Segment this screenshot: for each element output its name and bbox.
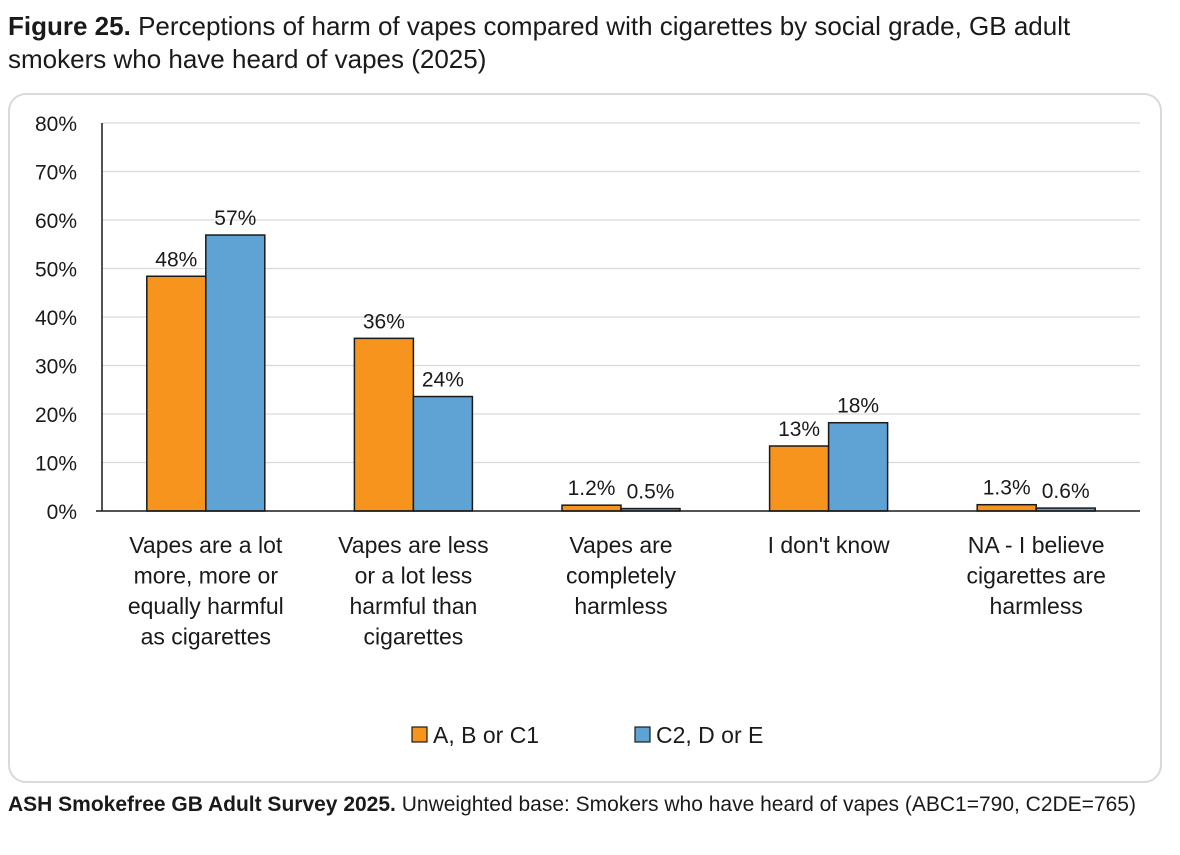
bar	[561, 504, 622, 512]
bar	[827, 421, 889, 512]
data-label: 48%	[155, 248, 197, 271]
legend-label: A, B or C1	[433, 722, 539, 748]
y-tick-label: 20%	[35, 404, 77, 427]
data-label: 24%	[422, 369, 464, 392]
y-tick-label: 80%	[35, 113, 77, 136]
source-text: Unweighted base: Smokers who have heard …	[401, 793, 1136, 816]
y-tick-label: 40%	[35, 307, 77, 330]
legend-swatch	[634, 726, 651, 743]
x-category-label: Vapes are	[569, 532, 672, 558]
x-category-label: cigarettes are	[967, 563, 1106, 589]
legend-swatch	[411, 726, 428, 743]
x-category-label: or a lot less	[355, 563, 473, 589]
y-tick-label: 60%	[35, 210, 77, 233]
data-label: 36%	[363, 310, 405, 333]
x-category-label: equally harmful	[128, 593, 284, 619]
figure-label: Figure 25.	[8, 11, 131, 41]
x-category-label: Vapes are a lot	[129, 532, 283, 558]
figure-title: Figure 25. Perceptions of harm of vapes …	[8, 10, 1168, 76]
x-category-label: more, more or	[134, 563, 279, 589]
legend-label: C2, D or E	[656, 722, 763, 748]
x-category-label: Vapes are less	[338, 532, 488, 558]
bar	[205, 234, 266, 512]
bar	[146, 275, 207, 512]
x-category-label: harmless	[574, 593, 667, 619]
y-tick-label: 0%	[47, 501, 77, 524]
bar	[353, 337, 415, 512]
y-tick-label: 10%	[35, 453, 77, 476]
bar-chart: 0% 10% 20% 30% 40% 50% 60% 70% 80% 48% 57% Vapes ar…	[35, 113, 1140, 748]
data-label: 1.2%	[568, 477, 616, 500]
y-tick-label: 30%	[35, 356, 77, 379]
source-note: ASH Smokefree GB Adult Survey 2025. Unwe…	[8, 791, 1173, 818]
x-category-label: NA - I believe	[968, 532, 1105, 558]
bar	[976, 503, 1037, 512]
data-label: 18%	[837, 395, 879, 418]
data-label: 13%	[778, 418, 820, 441]
y-tick-label: 50%	[35, 259, 77, 282]
figure-title-text: Perceptions of harm of vapes compared wi…	[8, 11, 1071, 74]
chart-container	[8, 93, 1162, 783]
x-category-label: harmless	[990, 593, 1083, 619]
data-label: 1.3%	[983, 477, 1031, 500]
y-tick-label: 70%	[35, 162, 77, 185]
x-category-label: completely	[566, 563, 676, 589]
source-label: ASH Smokefree GB Adult Survey 2025.	[8, 793, 396, 816]
data-label: 0.5%	[627, 481, 675, 504]
x-category-label: harmful than	[349, 593, 477, 619]
data-label: 57%	[214, 207, 256, 230]
x-category-label: I don't know	[768, 532, 890, 558]
bar	[768, 445, 830, 512]
bar	[412, 395, 474, 512]
x-category-label: cigarettes	[364, 624, 464, 650]
data-label: 0.6%	[1042, 480, 1090, 503]
x-category-label: as cigarettes	[141, 624, 271, 650]
